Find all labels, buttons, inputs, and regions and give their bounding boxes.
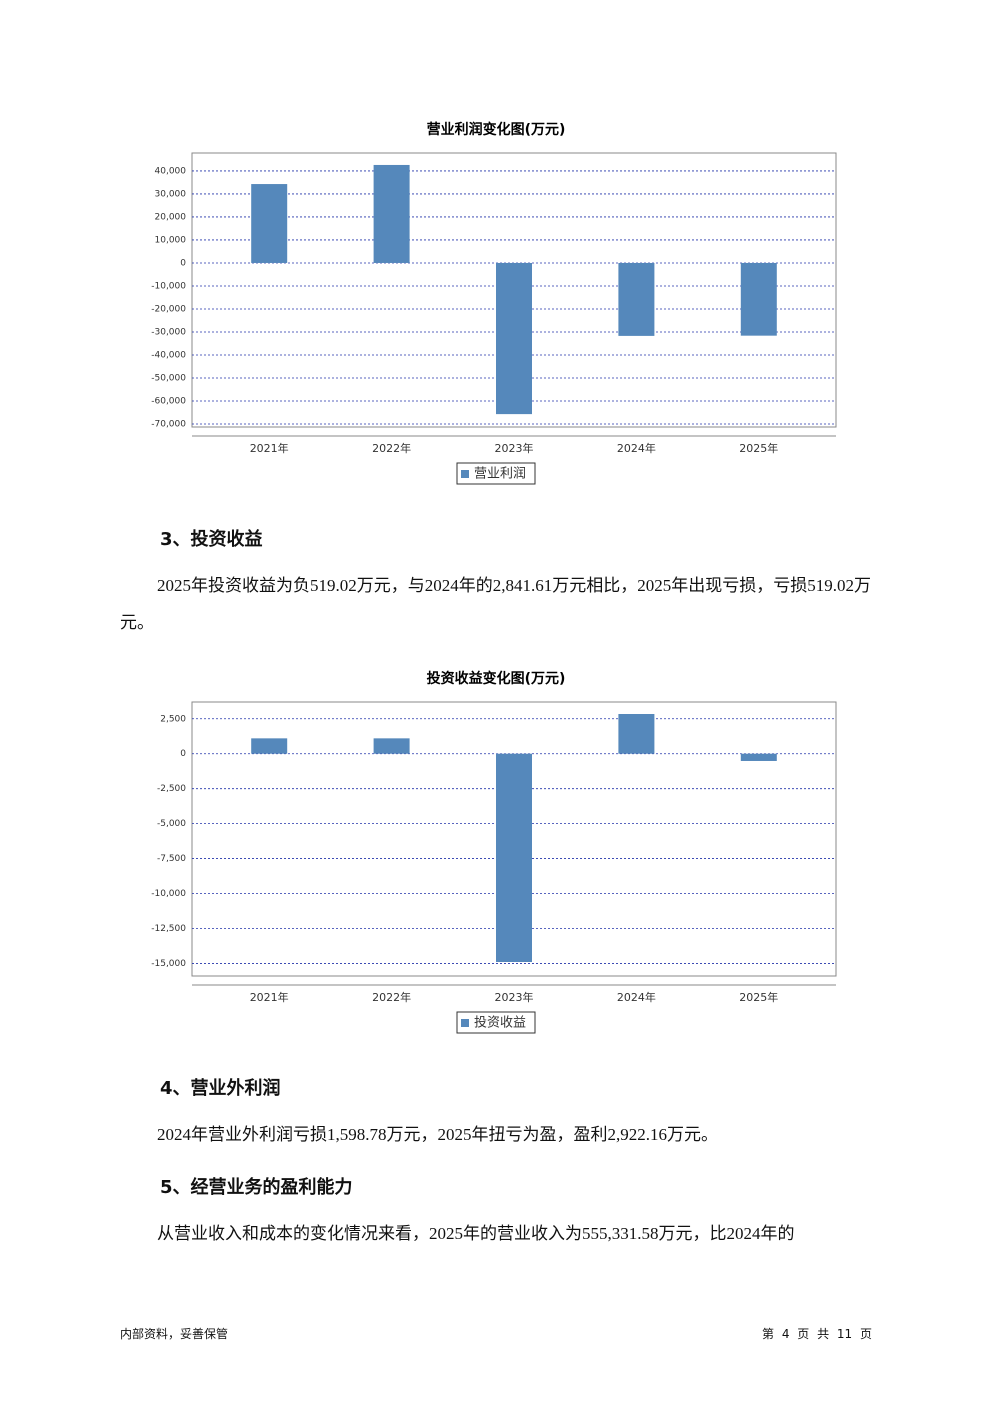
y-tick-label: -10,000 <box>151 281 186 291</box>
x-tick-label: 2025年 <box>739 441 778 455</box>
bar <box>251 184 288 263</box>
y-tick-label: -5,000 <box>157 819 186 829</box>
y-tick-label: 10,000 <box>155 235 187 245</box>
legend-box <box>456 462 536 485</box>
section-heading: 5、经营业务的盈利能力 <box>160 1177 353 1198</box>
bar <box>618 713 655 754</box>
x-tick-label: 2025年 <box>739 990 778 1004</box>
bar <box>373 164 410 263</box>
y-tick-label: 0 <box>180 258 186 268</box>
y-tick-label: -15,000 <box>151 959 186 969</box>
bar <box>373 738 410 754</box>
x-tick-label: 2022年 <box>372 990 411 1004</box>
legend-label: 营业利润 <box>474 467 526 482</box>
y-tick-label: 30,000 <box>155 189 187 199</box>
paragraph: 2024年营业外利润亏损1,598.78万元，2025年扭亏为盈，盈利2,922… <box>157 1125 718 1144</box>
legend-label: 投资收益 <box>474 1015 526 1031</box>
bar <box>251 738 288 754</box>
paragraph: 2025年投资收益为负519.02万元，与2024年的2,841.61万元相比，… <box>120 576 871 632</box>
y-tick-label: -7,500 <box>157 854 186 864</box>
footer-right: 第 4 页 共 11 页 <box>762 1327 872 1341</box>
x-tick-label: 2021年 <box>250 990 289 1004</box>
bar <box>496 262 532 415</box>
y-tick-label: -70,000 <box>151 420 186 430</box>
y-tick-label: 20,000 <box>155 212 187 222</box>
y-tick-label: -12,500 <box>151 924 186 934</box>
x-tick-label: 2023年 <box>495 441 534 455</box>
x-tick-label: 2021年 <box>250 441 289 455</box>
chart-title: 营业利润变化图(万元) <box>427 121 566 138</box>
y-tick-label: -10,000 <box>151 889 186 899</box>
y-tick-label: 2,500 <box>160 714 186 724</box>
legend-swatch <box>461 470 469 478</box>
y-tick-label: -20,000 <box>151 304 186 314</box>
bar <box>740 753 777 761</box>
section-heading: 3、投资收益 <box>160 529 263 550</box>
bar <box>740 262 777 336</box>
y-tick-label: -2,500 <box>157 784 186 794</box>
y-tick-label: -60,000 <box>151 397 186 407</box>
bar <box>496 753 532 963</box>
y-tick-label: -40,000 <box>151 350 186 360</box>
section-heading: 4、营业外利润 <box>160 1078 281 1099</box>
footer-left: 内部资料，妥善保管 <box>120 1327 229 1341</box>
legend-box <box>456 1011 536 1034</box>
y-tick-label: -50,000 <box>151 373 186 383</box>
y-tick-label: -30,000 <box>151 327 186 337</box>
x-tick-label: 2023年 <box>495 990 534 1004</box>
bar <box>618 262 655 336</box>
x-tick-label: 2024年 <box>617 441 656 455</box>
x-tick-label: 2024年 <box>617 990 656 1004</box>
y-tick-label: 0 <box>180 749 186 759</box>
y-tick-label: 40,000 <box>155 166 187 176</box>
legend-swatch <box>461 1019 469 1027</box>
paragraph: 从营业收入和成本的变化情况来看，2025年的营业收入为555,331.58万元，… <box>157 1224 795 1243</box>
chart-title: 投资收益变化图(万元) <box>427 670 566 687</box>
x-tick-label: 2022年 <box>372 441 411 455</box>
